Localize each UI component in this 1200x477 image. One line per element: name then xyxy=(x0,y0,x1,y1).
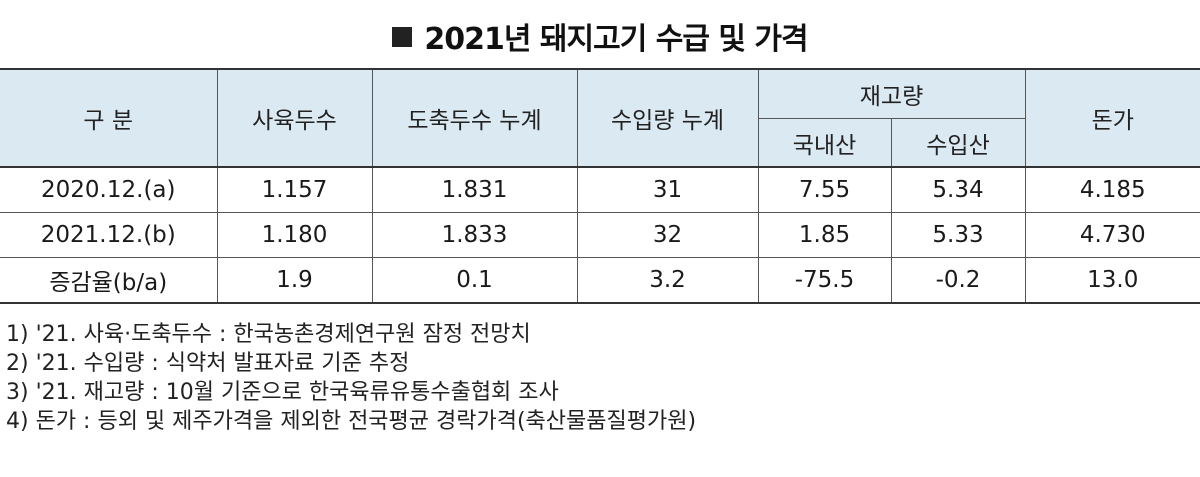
footnote: 4) 돈가 : 등외 및 제주가격을 제외한 전국평균 경락가격(축산물품질평가… xyxy=(6,409,697,434)
table-cell: 1.85 xyxy=(757,212,892,258)
header-inventory-imported: 수입산 xyxy=(890,118,1026,168)
table-row: 2021.12.(b) 1.180 1.833 32 1.85 5.33 4.7… xyxy=(0,212,1200,258)
table-cell: 4.730 xyxy=(1024,212,1200,258)
table-cell: 4.185 xyxy=(1024,166,1200,213)
table-cell: -75.5 xyxy=(757,257,892,304)
subheader-row: 국내산 수입산 xyxy=(0,118,1200,168)
page-title: 2021년 돼지고기 수급 및 가격 xyxy=(0,14,1200,58)
table-row: 증감율(b/a) 1.9 0.1 3.2 -75.5 -0.2 13.0 xyxy=(0,257,1200,304)
table-cell: 1.9 xyxy=(216,257,373,304)
header-slaughter-cumulative: 도축두수 누계 xyxy=(371,68,578,168)
table-row: 2020.12.(a) 1.157 1.831 31 7.55 5.34 4.1… xyxy=(0,166,1200,213)
table-cell: 0.1 xyxy=(371,257,578,304)
table-cell: 1.180 xyxy=(216,212,373,258)
table-cell: 32 xyxy=(576,212,759,258)
table-cell: 1.833 xyxy=(371,212,578,258)
table-cell: 5.34 xyxy=(890,166,1026,213)
header-category: 구 분 xyxy=(0,68,218,168)
header-breeding-count: 사육두수 xyxy=(216,68,373,168)
header-import-cumulative: 수입량 누계 xyxy=(576,68,759,168)
header-inventory: 재고량 xyxy=(757,68,1026,119)
header-row: 구 분 사육두수 도축두수 누계 수입량 누계 재고량 돈가 xyxy=(0,68,1200,168)
table-cell: 3.2 xyxy=(576,257,759,304)
footnote: 2) '21. 수입량 : 식약처 발표자료 기준 추정 xyxy=(6,351,410,376)
table-cell: 5.33 xyxy=(890,212,1026,258)
footnote: 1) '21. 사육·도축두수 : 한국농촌경제연구원 잠정 전망치 xyxy=(6,322,531,347)
footnote: 3) '21. 재고량 : 10월 기준으로 한국육류유통수출협회 조사 xyxy=(6,380,559,405)
title-text: 2021년 돼지고기 수급 및 가격 xyxy=(424,22,808,57)
row-label: 2020.12.(a) xyxy=(0,166,218,213)
table-cell: 7.55 xyxy=(757,166,892,213)
row-label: 증감율(b/a) xyxy=(0,257,218,304)
square-bullet-icon xyxy=(392,27,413,47)
table-cell: -0.2 xyxy=(890,257,1026,304)
table-cell: 13.0 xyxy=(1024,257,1200,304)
header-price: 돈가 xyxy=(1024,68,1200,168)
header-inventory-domestic: 국내산 xyxy=(758,118,892,168)
supply-price-table: 구 분 사육두수 도축두수 누계 수입량 누계 재고량 돈가 국내산 수입산 2… xyxy=(0,68,1200,304)
table-cell: 1.157 xyxy=(216,166,373,213)
footnotes: 1) '21. 사육·도축두수 : 한국농촌경제연구원 잠정 전망치 2) '2… xyxy=(6,320,1196,436)
table-cell: 31 xyxy=(576,166,759,213)
table-cell: 1.831 xyxy=(371,166,578,213)
row-label: 2021.12.(b) xyxy=(0,212,218,258)
